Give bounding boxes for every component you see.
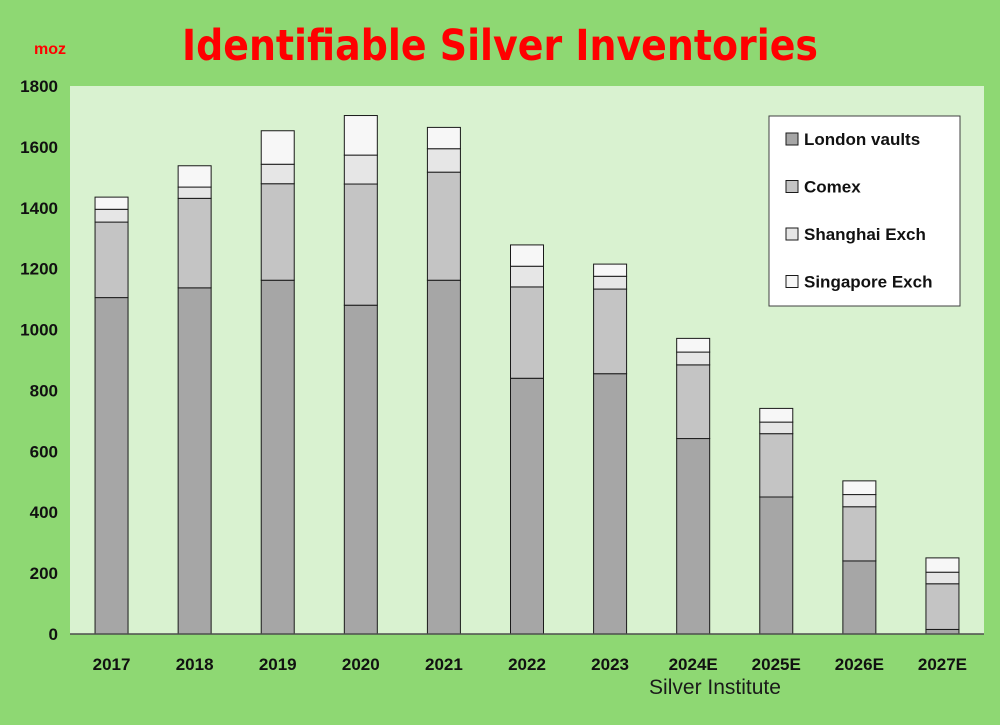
- bar-segment-comex: [343, 183, 378, 306]
- x-tick-label: 2019: [259, 655, 297, 674]
- bar-segment-singapore-exch: [925, 557, 960, 573]
- y-tick-label: 600: [30, 442, 58, 461]
- legend-swatch: [785, 275, 799, 288]
- bar-segment-london-vaults: [759, 496, 794, 635]
- y-tick-label: 800: [30, 381, 58, 400]
- y-unit-label: moz: [34, 41, 66, 58]
- legend-swatch: [785, 180, 799, 193]
- y-tick-label: 1800: [20, 77, 58, 96]
- bar-segment-singapore-exch: [676, 337, 711, 353]
- legend-label: Comex: [804, 178, 861, 197]
- bar-segment-london-vaults: [426, 279, 461, 635]
- bars-group: [94, 115, 960, 635]
- chart-title: Identifiable Silver Inventories: [182, 21, 818, 71]
- bar-segment-singapore-exch: [177, 165, 212, 188]
- legend-label: Shanghai Exch: [804, 225, 926, 244]
- y-tick-label: 1600: [20, 138, 58, 157]
- bar-segment-london-vaults: [842, 560, 877, 635]
- bar-segment-comex: [260, 183, 295, 281]
- bar-segment-singapore-exch: [759, 407, 794, 423]
- bar-segment-singapore-exch: [343, 115, 378, 156]
- bar-segment-shanghai-exch: [510, 265, 544, 288]
- y-tick-label: 1400: [20, 199, 58, 218]
- bar-segment-singapore-exch: [842, 480, 877, 496]
- bar-segment-comex: [426, 171, 461, 281]
- y-tick-label: 0: [49, 625, 58, 644]
- bar-segment-comex: [842, 506, 877, 562]
- x-tick-label: 2024E: [669, 655, 718, 674]
- x-axis: 2017 2018 2019 2020 2021 2022 2023 2024E 2025E 20…: [93, 655, 967, 674]
- x-tick-label: 2017: [93, 655, 131, 674]
- x-tick-label: 2022: [508, 655, 546, 674]
- bar-segment-shanghai-exch: [426, 148, 461, 173]
- bar-segment-singapore-exch: [426, 126, 461, 150]
- bar-segment-shanghai-exch: [343, 154, 378, 185]
- y-tick-label: 1000: [20, 321, 58, 340]
- bar-segment-london-vaults: [510, 377, 544, 635]
- bar-segment-shanghai-exch: [676, 351, 711, 366]
- bar-segment-london-vaults: [593, 373, 628, 635]
- bar-segment-shanghai-exch: [759, 421, 794, 435]
- x-tick-label: 2020: [342, 655, 380, 674]
- legend-label: London vaults: [804, 130, 920, 149]
- bar-segment-comex: [177, 197, 212, 289]
- bar-segment-singapore-exch: [510, 244, 544, 267]
- source-label: Silver Institute: [649, 676, 781, 699]
- bar-segment-singapore-exch: [593, 263, 628, 277]
- legend-swatch: [785, 132, 799, 146]
- bar-segment-comex: [676, 364, 711, 440]
- bar-segment-london-vaults: [260, 279, 295, 635]
- legend: London vaults Comex Shanghai Exch Singapore…: [768, 115, 961, 307]
- bar-segment-london-vaults: [676, 438, 711, 635]
- bar-segment-comex: [510, 286, 544, 379]
- bar-segment-london-vaults: [343, 304, 378, 635]
- legend-label: Singapore Exch: [804, 273, 932, 292]
- bar-segment-comex: [593, 288, 628, 375]
- bar-segment-comex: [759, 433, 794, 498]
- bar-segment-shanghai-exch: [842, 494, 877, 508]
- y-tick-label: 400: [30, 503, 58, 522]
- x-tick-label: 2021: [425, 655, 463, 674]
- bar-segment-shanghai-exch: [94, 208, 129, 223]
- bar-segment-comex: [925, 583, 960, 630]
- bar-segment-shanghai-exch: [260, 163, 295, 185]
- y-axis: 0 200 400 600 800 1000 1200 1400 1600 1800: [20, 77, 58, 644]
- bar-segment-comex: [94, 221, 129, 299]
- x-tick-label: 2018: [176, 655, 214, 674]
- x-tick-label: 2023: [591, 655, 629, 674]
- bar-segment-shanghai-exch: [593, 275, 628, 290]
- legend-swatch: [785, 227, 799, 241]
- x-tick-label: 2027E: [918, 655, 967, 674]
- bar-segment-singapore-exch: [260, 130, 295, 165]
- bar-segment-london-vaults: [177, 287, 212, 635]
- y-tick-label: 200: [30, 564, 58, 583]
- bar-segment-shanghai-exch: [925, 571, 960, 585]
- y-tick-label: 1200: [20, 260, 58, 279]
- bar-segment-london-vaults: [94, 297, 129, 635]
- bar-segment-shanghai-exch: [177, 186, 212, 199]
- x-tick-label: 2026E: [835, 655, 884, 674]
- x-tick-label: 2025E: [752, 655, 801, 674]
- bar-segment-singapore-exch: [94, 196, 129, 210]
